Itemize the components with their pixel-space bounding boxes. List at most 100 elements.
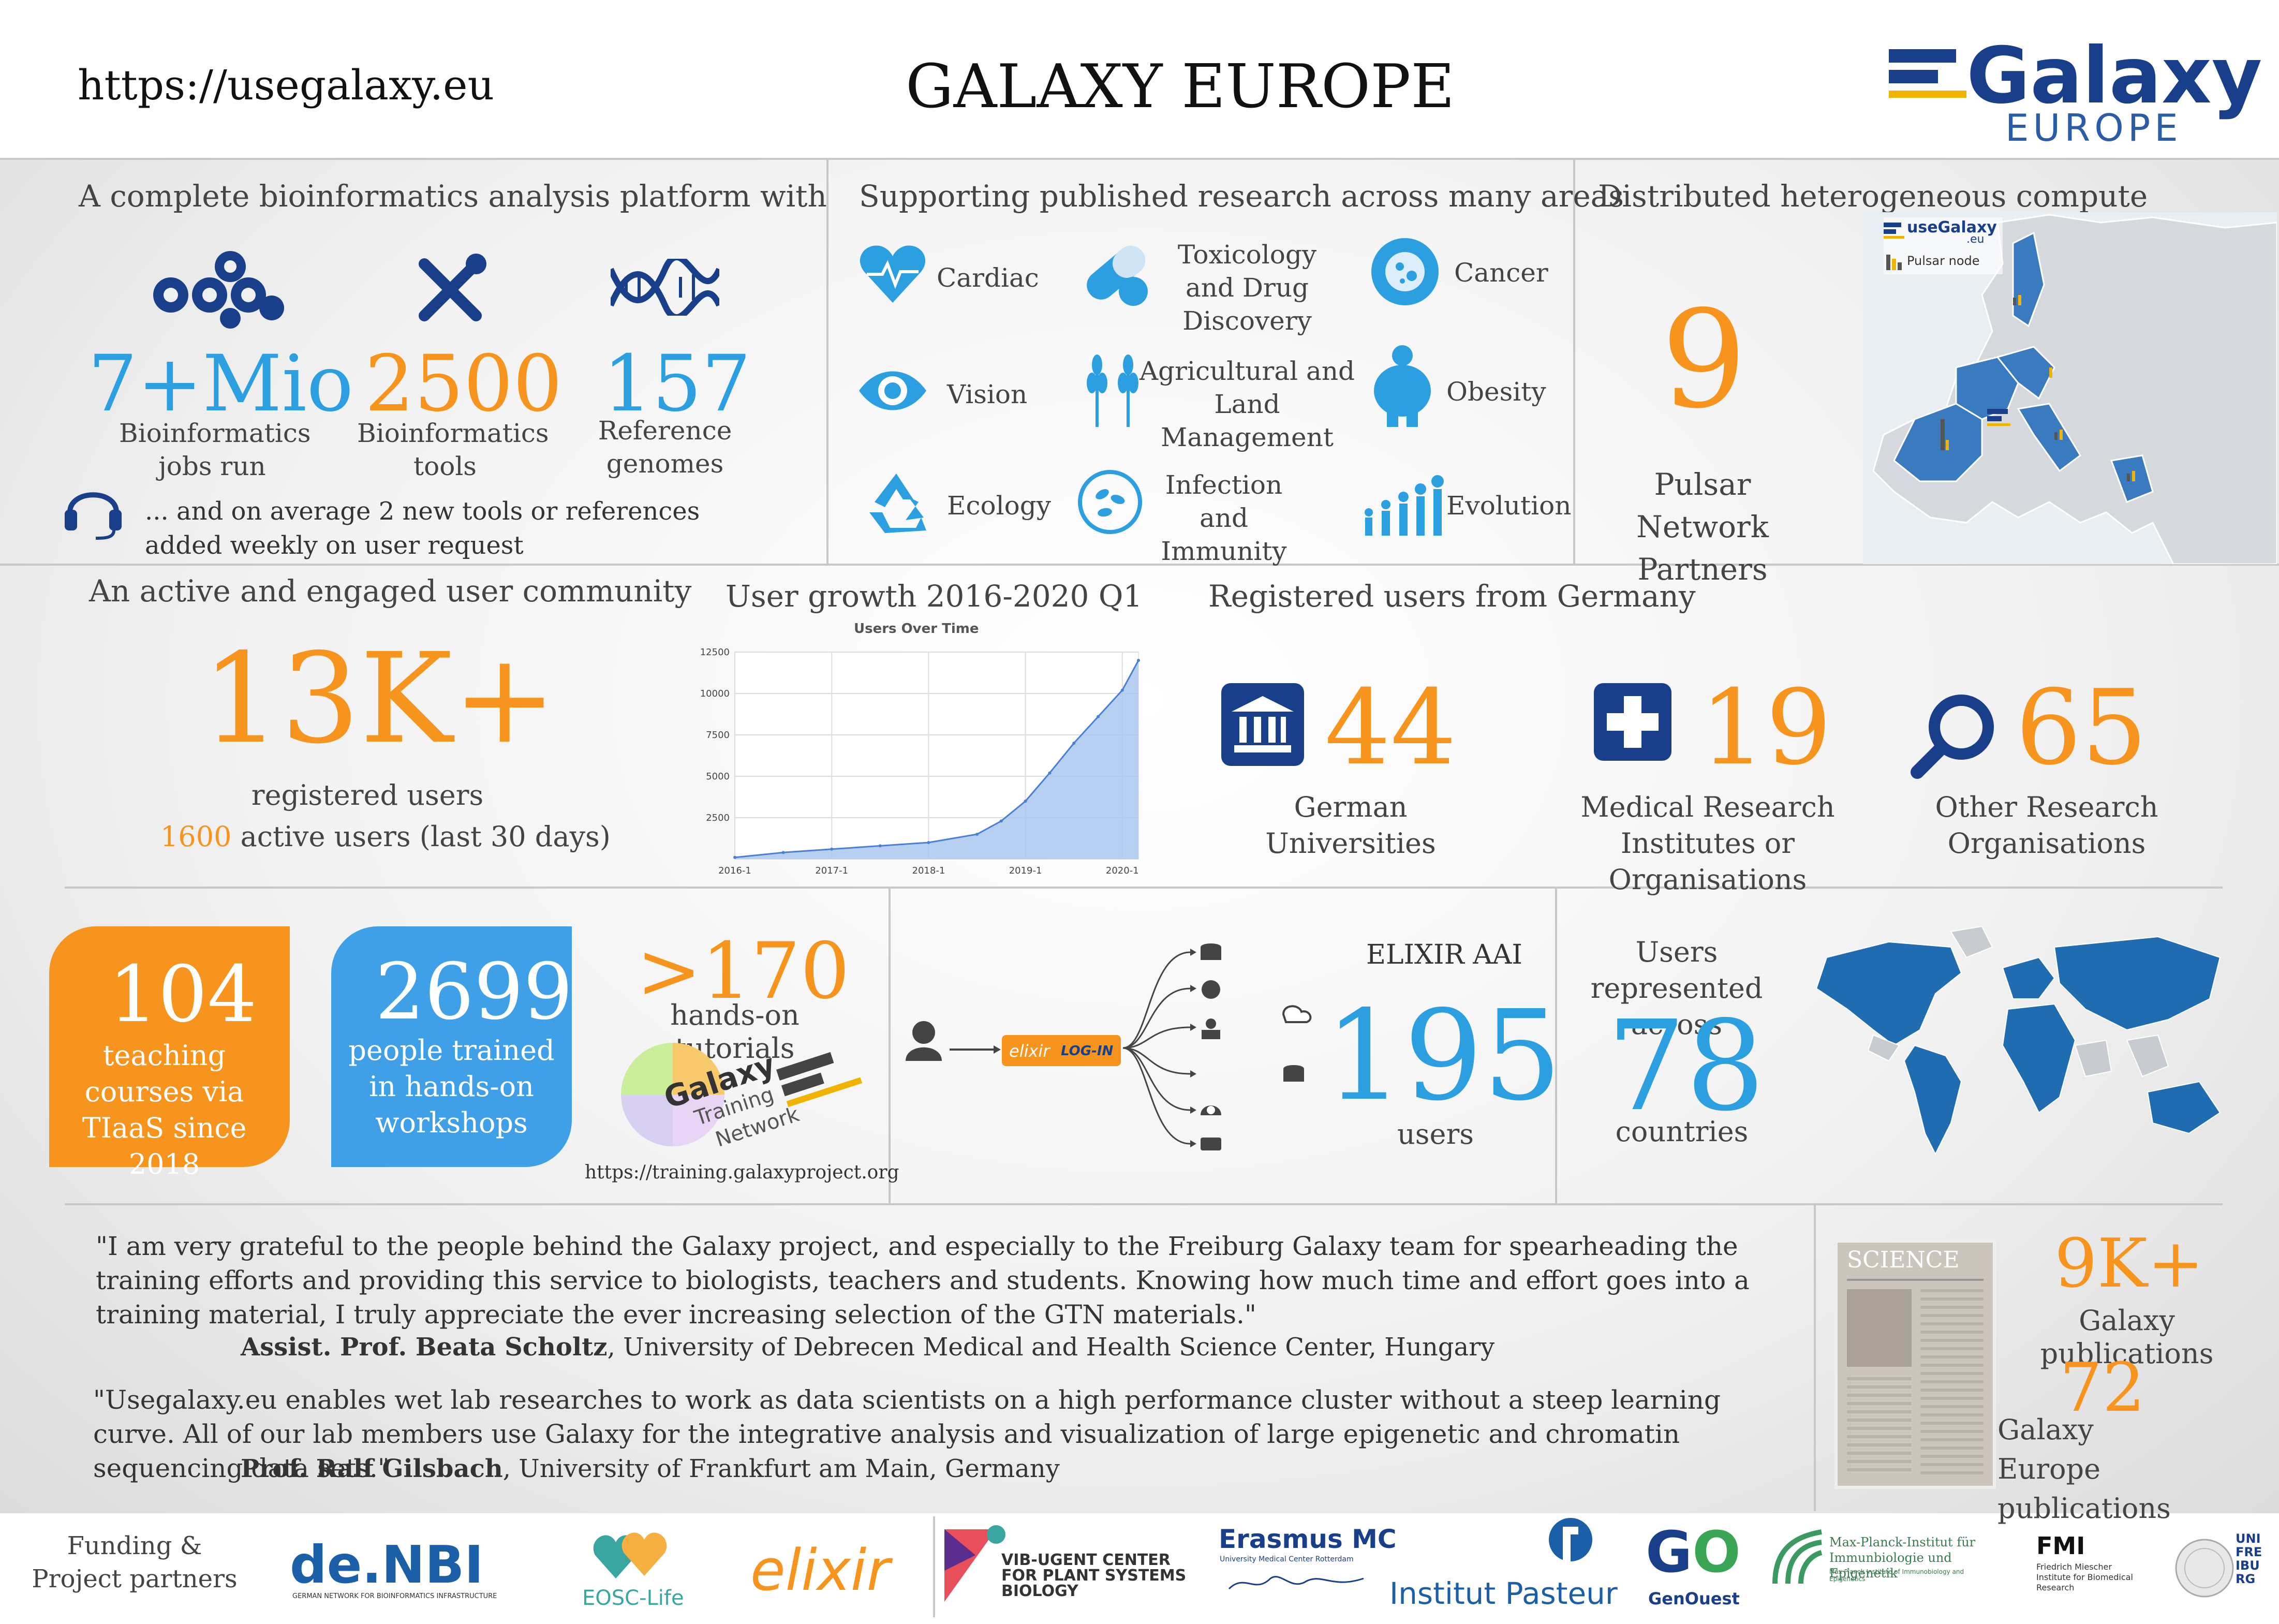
tools-icon [419,254,486,321]
erasmus-signature-icon [1228,1576,1364,1590]
bacteria-icon [1078,470,1142,534]
elixir-logo: elixir [750,1532,895,1610]
eosc-logo: EOSC-Life [580,1524,684,1612]
fmi-name: FMI [2036,1532,2085,1560]
magnifier-icon [1911,695,1994,779]
aai-login-brand: elixir [1009,1041,1050,1061]
aai-login-text[interactable]: LOG-IN [1061,1043,1114,1059]
obesity-icon [1374,345,1431,427]
area-vision: Vision [947,379,1028,409]
quote-1-affiliation: , University of Debrecen Medical and Hea… [607,1333,1495,1362]
jobs-value: 7+Mio [88,339,353,429]
denbi-name: de.NBI [290,1534,484,1595]
chart-ytick-label: 12500 [700,647,730,658]
countries-value: 78 [1607,994,1765,1139]
aai-title: ELIXIR AAI [1366,939,1522,970]
chart-data-point [1120,688,1124,692]
legend-usegalaxy-sub: .eu [1966,233,1985,246]
gears-icon [153,251,284,329]
vib-triangle-icon [944,1525,1005,1602]
genouest-name: GenOuest [1648,1589,1740,1608]
medical-cross-icon [1594,683,1671,761]
other-research-value: 65 [2016,668,2148,788]
eosc-name: EOSC-Life [582,1586,684,1610]
pill-icon [1087,246,1148,306]
dna-icon [611,259,719,316]
research-title: Supporting published research across man… [859,179,1624,214]
eosc-hearts-icon [593,1532,667,1578]
jobs-label: Bioinformatics jobs run [119,418,311,481]
active-users: 1600 active users (last 30 days) [160,820,611,853]
countries-label: countries [1615,1115,1749,1148]
publications-eu-value: 72 [2060,1348,2145,1427]
quote-2-text: "Usegalaxy.eu enables wet lab researches… [93,1385,1721,1483]
countries-title: Users represented across [1590,936,1763,1041]
vib-logo: VIB-UGENT CENTER FOR PLANT SYSTEMS BIOLO… [944,1524,1193,1607]
logo-sub: EUROPE [2005,106,2182,150]
gtn-galaxy-mark-icon [776,1052,863,1108]
chart-xtick-label: 2020-1 [1106,865,1139,876]
area-toxicology: Toxicology and Drug Discovery [1177,240,1317,336]
legend-usegalaxy: useGalaxy [1907,218,1997,237]
area-cardiac: Cardiac [937,263,1039,293]
pulsar-node-icon [1886,255,1902,270]
newspaper-title: SCIENCE [1847,1247,1960,1273]
area-agriculture: Agricultural and Land Management [1139,356,1355,452]
mpi-name: Max-Planck-Institut für Immunbiologie un… [1829,1535,1976,1581]
chart-xtick-label: 2019-1 [1009,865,1042,876]
newspaper-icon: SCIENCE [1834,1239,1996,1489]
community-title: An active and engaged user community [89,573,692,609]
chart-data-point [975,833,979,836]
elixir-name: elixir [750,1537,890,1603]
mpi-sub: Max Planck Institute of Immunobiology an… [1829,1568,1964,1583]
freiburg-logo: UNI FREIBURG [2173,1524,2272,1612]
chart-data-point [781,851,785,854]
chart-data-point [830,847,834,851]
usegalaxy-legend-icon [1884,223,1904,239]
trained-value: 2699 [375,947,573,1037]
publications-eu-label: Galaxy Europe publications [1997,1413,2171,1525]
chart-data-point [1072,742,1076,745]
mpi-emblem-icon [1772,1529,1823,1584]
erasmus-sub: University Medical Center Rotterdam [1220,1555,1354,1563]
chart-data-point [1137,659,1140,662]
active-users-value: 1600 [160,820,232,853]
growth-title: User growth 2016-2020 Q1 [726,579,1143,614]
pasteur-logo: Institut Pasteur [1387,1516,1618,1615]
chart-data-point [999,819,1003,823]
chart-ytick-label: 7500 [706,730,730,741]
universities-value: 44 [1325,668,1457,788]
universities-label: German Universities [1265,791,1436,860]
training-url[interactable]: https://training.galaxyproject.org [585,1162,899,1183]
pasteur-name: Institut Pasteur [1389,1576,1618,1611]
wheat-icon [1087,355,1138,427]
freiburg-name: UNI FREIBURG [2236,1531,2262,1586]
headset-icon [65,492,122,540]
aai-users-value: 195 [1325,983,1562,1128]
area-obesity: Obesity [1446,377,1546,407]
chart-data-point [733,855,736,859]
header-url[interactable]: https://usegalaxy.eu [78,61,495,109]
fmi-logo: FMI Friedrich Miescher Institute for Bio… [2036,1532,2155,1604]
medical-value: 19 [1700,668,1832,788]
erasmus-name: Erasmus MC [1219,1524,1397,1554]
chart-data-point [927,841,930,844]
compute-legend: useGalaxy .eu Pulsar node [1884,217,2003,274]
user-growth-chart: 2500 5000 7500 10000 12500 2016-1 2017-1 2018-1… [700,647,1140,876]
logo-word: Galaxy [1966,31,2262,121]
chart-data-point [878,844,882,848]
chart-data-point [1097,715,1100,718]
fmi-sub: Friedrich Miescher Institute for Biomedi… [2036,1562,2133,1592]
genouest-logo: GO GenOuest [1646,1519,1749,1608]
publications-total-value: 9K+ [2054,1224,2204,1303]
tutorials-value: >170 [637,926,850,1016]
pasteur-emblem-icon [1549,1518,1592,1566]
freiburg-seal-icon [2175,1539,2234,1598]
chart-xtick-label: 2016-1 [718,865,751,876]
cancer-cell-icon [1371,238,1439,305]
page-title: GALAXY EUROPE [906,52,1455,122]
denbi-logo: de.NBI GERMAN NETWORK FOR BIOINFORMATICS… [290,1534,507,1607]
area-cancer: Cancer [1454,258,1548,288]
legend-pulsar-node: Pulsar node [1907,254,1980,268]
chart-ytick-label: 10000 [700,688,730,699]
